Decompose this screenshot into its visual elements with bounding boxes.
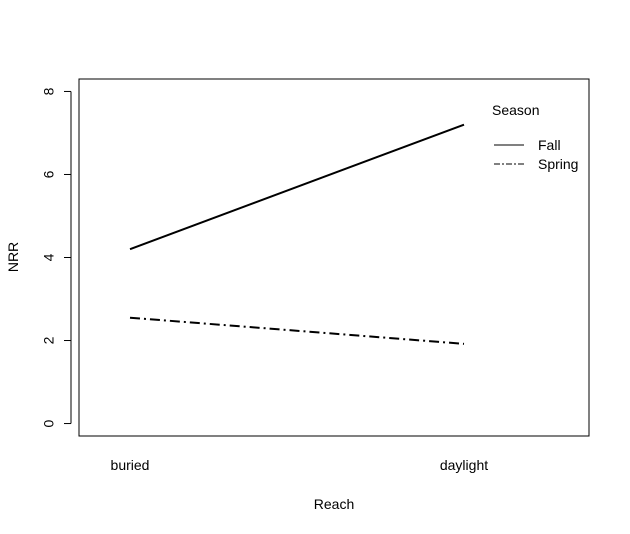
plot-frame — [78, 78, 590, 437]
y-tick-label: 0 — [41, 419, 57, 427]
legend-title: Season — [492, 102, 539, 118]
y-axis-label: NRR — [5, 242, 21, 272]
x-axis: buried daylight — [111, 457, 489, 473]
y-tick-label: 2 — [41, 336, 57, 344]
x-axis-label: Reach — [314, 496, 354, 512]
x-tick-label: buried — [111, 457, 150, 473]
y-tick-label: 4 — [41, 253, 57, 261]
y-tick-label: 8 — [41, 87, 57, 95]
x-tick-label: daylight — [440, 457, 488, 473]
series-layer — [129, 123, 465, 345]
y-axis: 0 2 4 6 8 — [41, 87, 72, 427]
series-line-fall — [129, 123, 465, 251]
legend-label-fall: Fall — [538, 137, 561, 153]
series-line-spring — [129, 316, 465, 345]
y-tick-label: 6 — [41, 170, 57, 178]
legend-label-spring: Spring — [538, 156, 578, 172]
legend: Season Fall Spring — [492, 102, 578, 172]
